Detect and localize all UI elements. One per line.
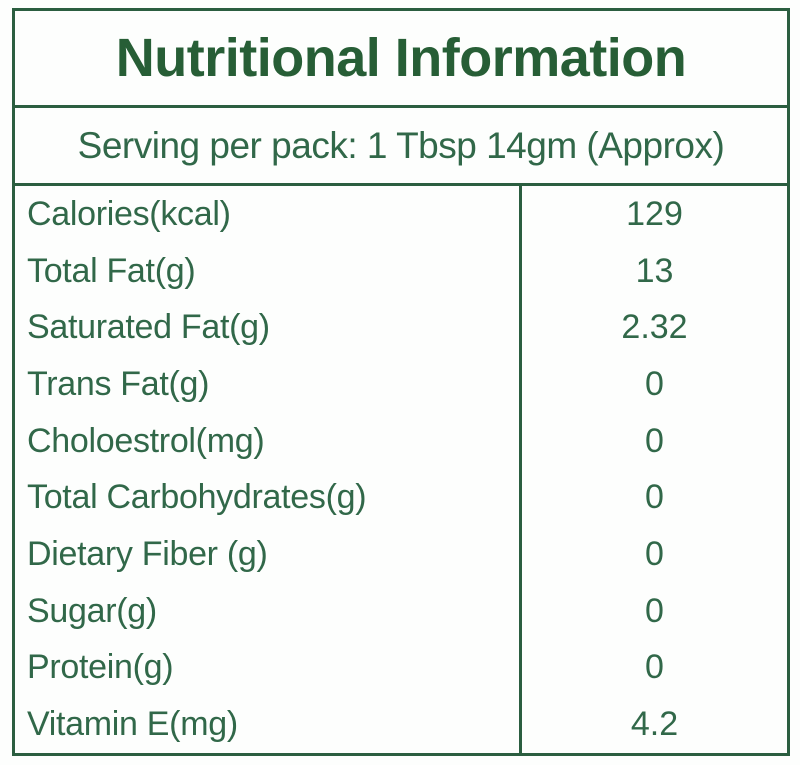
table-row: Saturated Fat(g) 2.32 (15, 299, 787, 357)
table-row: Calories(kcal) 129 (15, 186, 787, 243)
nutrient-name: Trans Fat(g) (27, 364, 210, 403)
label-title: Nutritional Information (115, 28, 687, 88)
nutrient-value: 2.32 (519, 299, 787, 357)
label-title-section: Nutritional Information (15, 11, 787, 108)
nutrient-name: Calories(kcal) (27, 194, 231, 233)
nutrient-name: Sugar(g) (27, 591, 157, 630)
nutrition-label: Nutritional Information Serving per pack… (12, 8, 790, 756)
nutrient-value: 13 (519, 242, 787, 300)
table-row: Trans Fat(g) 0 (15, 356, 787, 413)
nutrient-value: 0 (519, 469, 787, 527)
nutrient-name: Vitamin E(mg) (27, 705, 238, 744)
serving-section: Serving per pack: 1 Tbsp 14gm (Approx) (15, 108, 787, 186)
nutrient-name: Total Carbohydrates(g) (27, 478, 367, 517)
nutrient-value: 0 (519, 412, 787, 470)
table-row: Sugar(g) 0 (15, 582, 787, 640)
nutrient-value: 0 (519, 639, 787, 697)
nutrition-table: Calories(kcal) 129 Total Fat(g) 13 Satur… (15, 186, 787, 754)
nutrient-value: 4.2 (519, 696, 787, 754)
table-row: Dietary Fiber (g) 0 (15, 526, 787, 583)
nutrient-name: Choloestrol(mg) (27, 421, 265, 460)
nutrient-value: 0 (519, 356, 787, 413)
table-row: Total Fat(g) 13 (15, 242, 787, 300)
nutrient-value: 129 (519, 186, 787, 243)
nutrient-name: Dietary Fiber (g) (27, 535, 268, 574)
nutrient-value: 0 (519, 526, 787, 583)
nutrient-name: Saturated Fat(g) (27, 308, 270, 347)
nutrient-name: Protein(g) (27, 648, 174, 687)
nutrient-name: Total Fat(g) (27, 251, 196, 290)
table-row: Protein(g) 0 (15, 639, 787, 697)
table-row: Choloestrol(mg) 0 (15, 412, 787, 470)
serving-info: Serving per pack: 1 Tbsp 14gm (Approx) (77, 124, 725, 166)
table-row: Total Carbohydrates(g) 0 (15, 469, 787, 527)
table-row: Vitamin E(mg) 4.2 (15, 696, 787, 754)
nutrient-value: 0 (519, 582, 787, 640)
